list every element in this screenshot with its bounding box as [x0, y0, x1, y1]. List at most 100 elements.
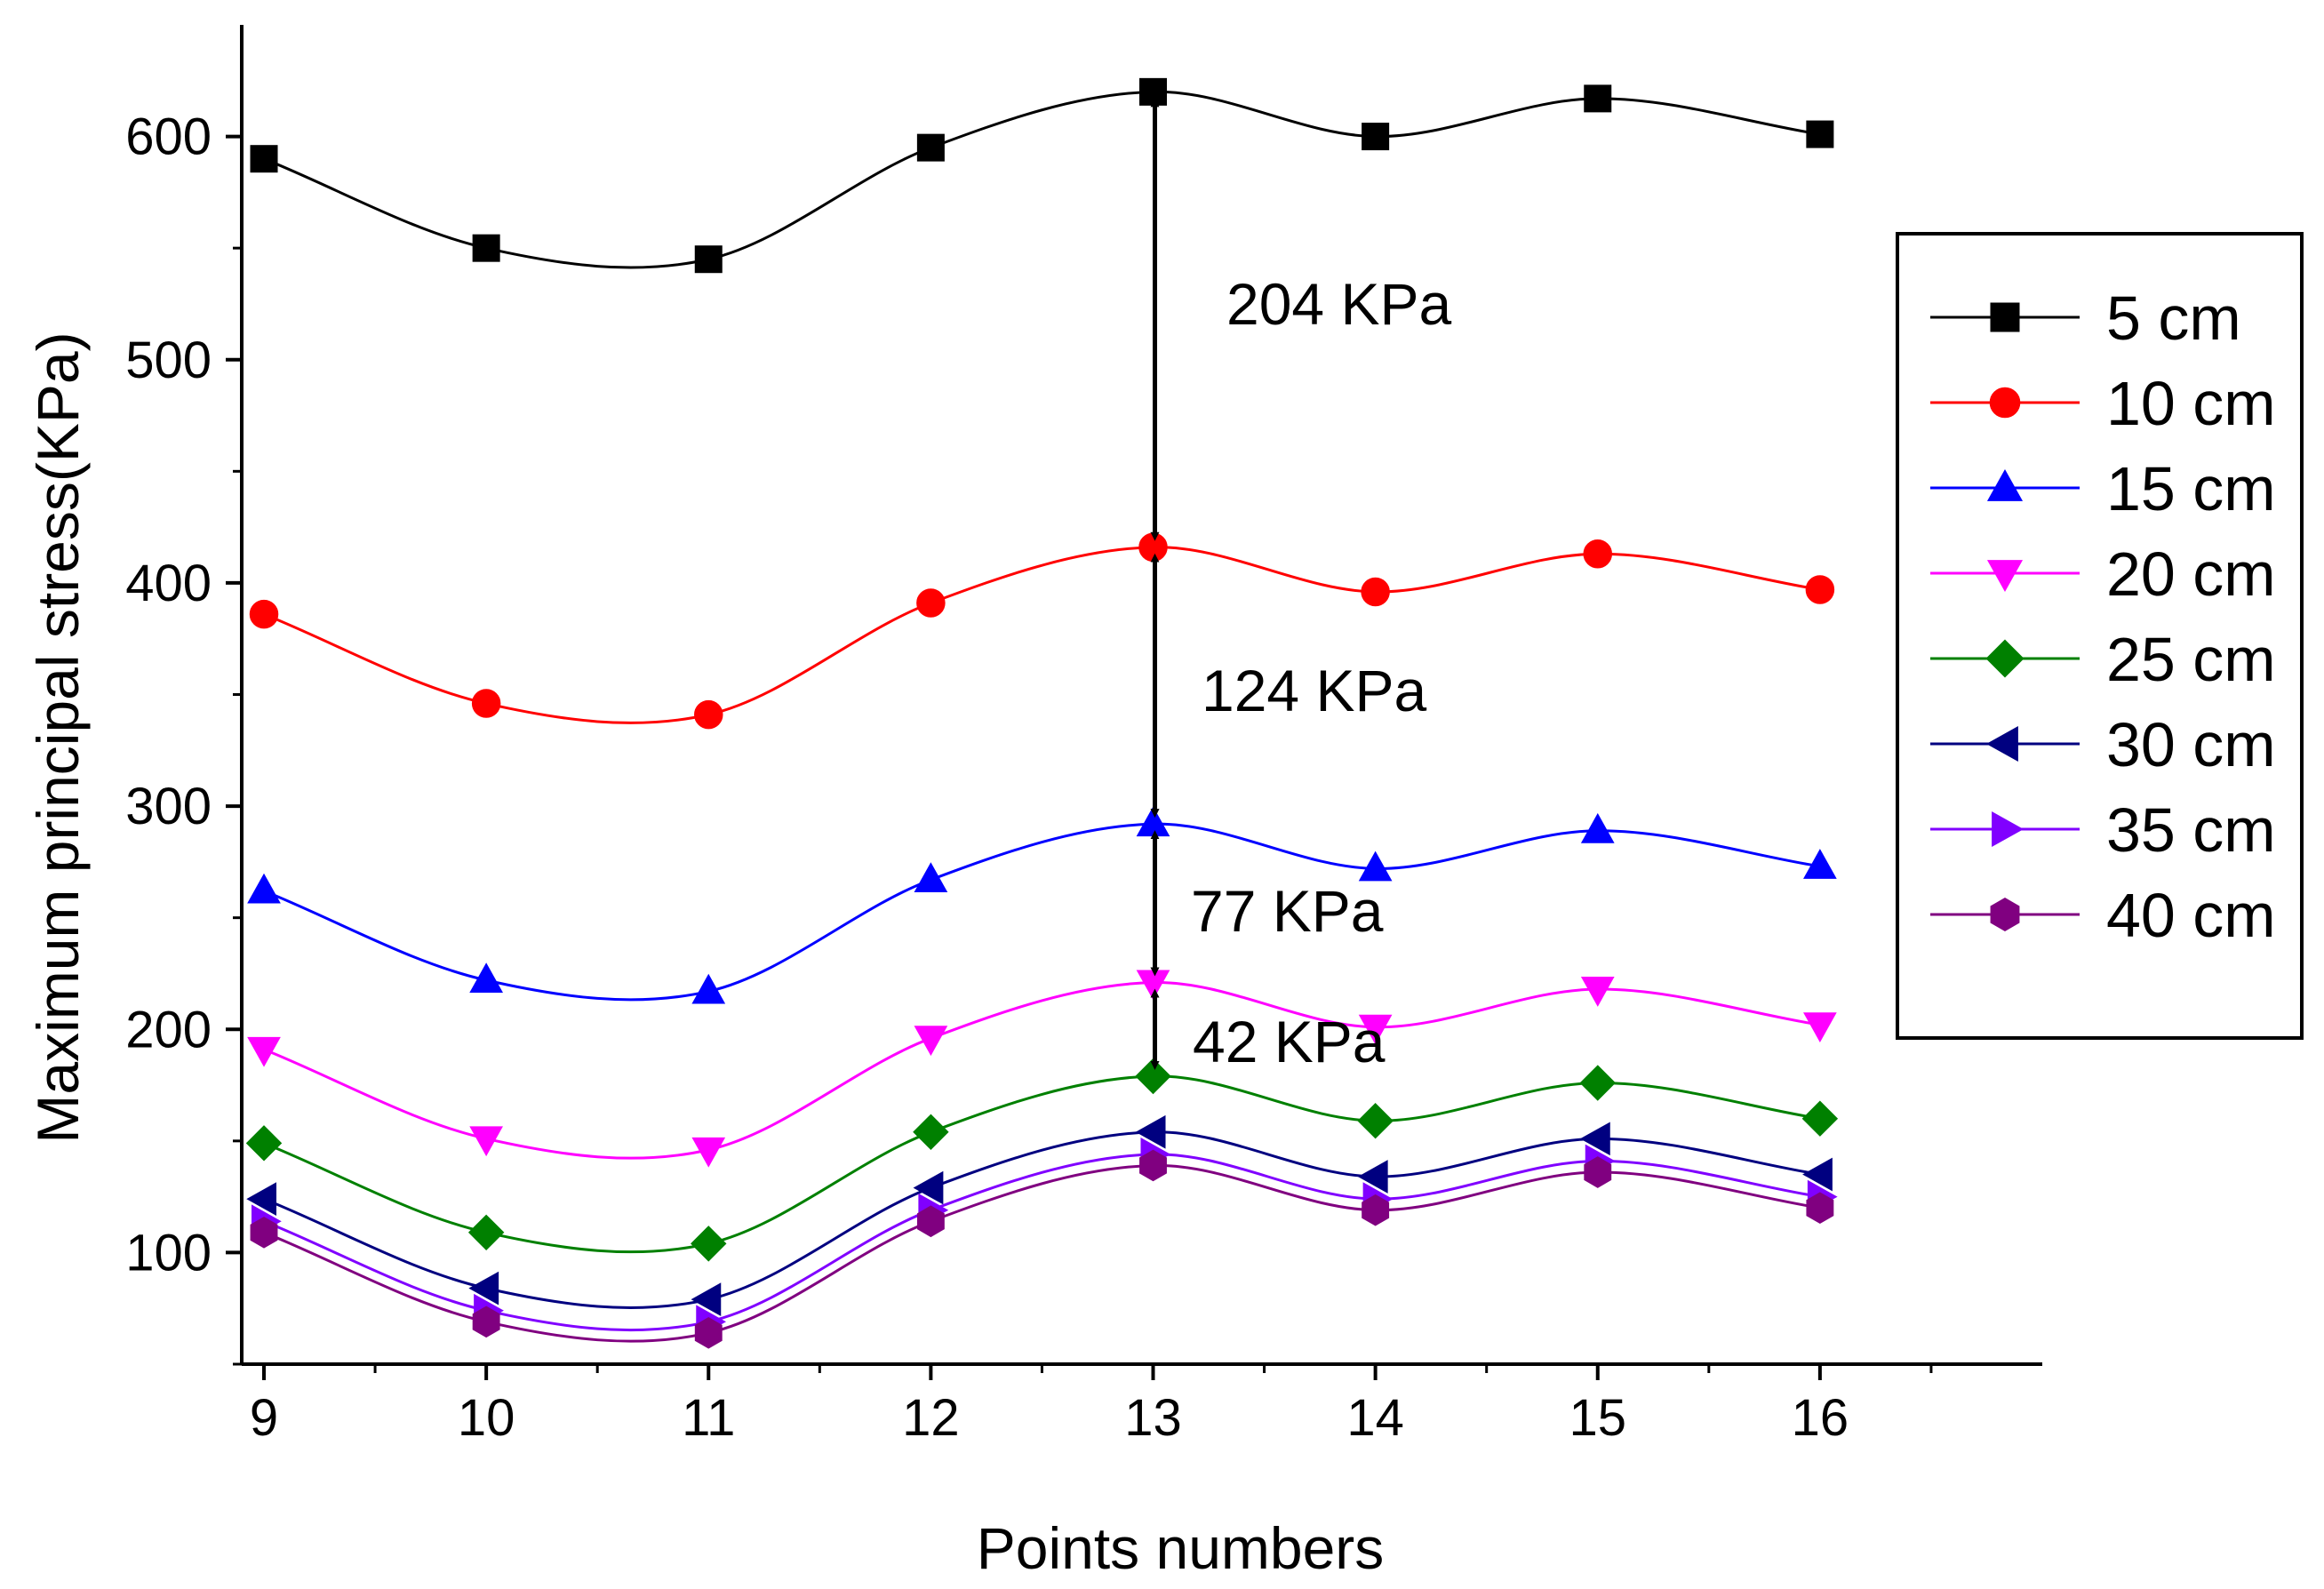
legend-label: 20 cm — [2106, 539, 2276, 609]
annotation-label: 204 KPa — [1226, 271, 1451, 337]
legend: 5 cm 10 cm 15 cm 20 cm 25 cm 30 cm 35 cm 40 cm — [1896, 232, 2304, 1040]
legend-marker — [1990, 898, 2020, 931]
data-point — [1579, 1065, 1616, 1101]
data-point — [1803, 1012, 1837, 1043]
legend-marker — [1985, 725, 2018, 763]
data-point — [914, 1026, 948, 1057]
data-point — [1805, 575, 1835, 604]
data-point — [1580, 977, 1615, 1007]
y-tick-label: 600 — [125, 108, 212, 166]
data-point — [1801, 1100, 1839, 1137]
annotation: 77 KPa — [1150, 830, 1384, 977]
legend-marker — [1986, 468, 2024, 501]
annotation-label: 42 KPa — [1193, 1009, 1386, 1074]
legend-item: 15 cm — [1930, 454, 2276, 523]
series-25-cm — [245, 1058, 1839, 1262]
plot-lines — [245, 77, 1839, 1349]
data-point — [472, 1306, 500, 1338]
legend-box — [1896, 232, 2304, 1040]
series-5-cm — [250, 77, 1834, 274]
legend-marker — [1992, 810, 2025, 848]
series-line — [263, 90, 1821, 269]
series-30-cm — [246, 1114, 1833, 1317]
legend-label: 40 cm — [2106, 881, 2276, 950]
x-tick-label: 12 — [902, 1389, 960, 1447]
data-point — [1358, 850, 1393, 882]
data-point — [1806, 1192, 1834, 1225]
x-tick-label: 11 — [682, 1389, 735, 1447]
data-point — [468, 1271, 499, 1306]
data-point — [1806, 120, 1834, 148]
annotation: 204 KPa — [1150, 98, 1451, 541]
data-point — [1802, 1157, 1833, 1192]
data-point — [1139, 1149, 1167, 1182]
legend-item: 20 cm — [1930, 539, 2276, 609]
series-line — [263, 1153, 1821, 1332]
x-tick-label: 14 — [1346, 1389, 1404, 1447]
series-line — [263, 546, 1821, 724]
annotation-label: 77 KPa — [1191, 878, 1384, 944]
legend-item: 35 cm — [1930, 795, 2276, 865]
annotations: 204 KPa 124 KPa 77 KPa 42 KPa — [1150, 98, 1451, 1074]
series-20-cm — [247, 970, 1837, 1168]
legend-label: 10 cm — [2106, 369, 2276, 438]
data-point — [1357, 1103, 1394, 1139]
legend-marker — [1985, 639, 2025, 678]
data-point — [249, 599, 279, 629]
data-point — [1361, 577, 1390, 607]
data-point — [247, 873, 281, 904]
legend-item: 25 cm — [1930, 625, 2276, 694]
annotation: 124 KPa — [1150, 553, 1426, 818]
data-point — [245, 1125, 283, 1162]
series-15-cm — [247, 806, 1837, 1004]
data-point — [467, 1214, 505, 1251]
axes: 100 200 300 400 500 600 9 10 11 12 13 14 15 16 — [125, 25, 2042, 1447]
y-tick-label: 100 — [125, 1224, 212, 1282]
data-point — [472, 234, 500, 262]
y-tick-label: 500 — [125, 331, 212, 389]
legend-label: 35 cm — [2106, 795, 2276, 865]
data-point — [1583, 539, 1613, 569]
data-point — [1579, 1122, 1610, 1156]
x-tick-label: 10 — [458, 1389, 515, 1447]
data-point — [913, 1114, 949, 1150]
annotation-label: 124 KPa — [1202, 658, 1426, 723]
data-point — [916, 1205, 945, 1238]
data-point — [469, 1126, 503, 1157]
data-point — [694, 245, 723, 274]
x-tick-label: 15 — [1569, 1389, 1626, 1447]
data-point — [1358, 1014, 1393, 1045]
x-tick-label: 13 — [1124, 1389, 1182, 1447]
series-line — [263, 1130, 1821, 1309]
x-tick-label: 9 — [250, 1389, 278, 1447]
x-tick-label: 16 — [1792, 1389, 1849, 1447]
series-10-cm — [249, 532, 1835, 730]
data-point — [694, 1317, 723, 1349]
data-point — [691, 1282, 722, 1317]
data-point — [1584, 1156, 1612, 1188]
data-point — [1580, 812, 1615, 843]
data-point — [691, 1226, 727, 1262]
y-axis-title: Maximum principal stress(KPa) — [25, 331, 91, 1143]
data-point — [246, 1182, 277, 1216]
data-point — [691, 1137, 726, 1168]
data-point — [250, 145, 278, 173]
legend-item: 40 cm — [1930, 881, 2276, 950]
legend-marker — [1989, 387, 2021, 419]
legend-label: 30 cm — [2106, 710, 2276, 779]
series-line — [263, 1074, 1821, 1254]
series-line — [263, 981, 1821, 1160]
legend-label: 15 cm — [2106, 454, 2276, 523]
data-point — [691, 973, 726, 1004]
y-tick-label: 400 — [125, 555, 212, 612]
data-point — [1357, 1160, 1388, 1194]
legend-label: 5 cm — [2106, 283, 2241, 353]
series-40-cm — [250, 1149, 1834, 1349]
data-point — [471, 689, 501, 718]
legend-marker — [1986, 560, 2024, 593]
data-point — [1584, 84, 1612, 113]
data-point — [916, 588, 946, 618]
data-point — [1138, 532, 1168, 562]
y-tick-label: 200 — [125, 1001, 212, 1058]
